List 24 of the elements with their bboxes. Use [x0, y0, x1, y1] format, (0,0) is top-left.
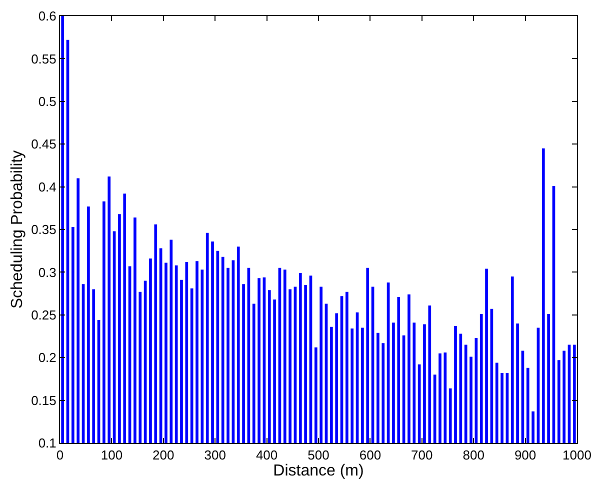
x-tick-label: 0: [56, 448, 64, 463]
x-tick-label: 700: [411, 448, 433, 463]
y-axis-title: Scheduling Probability: [8, 150, 26, 309]
x-tick-label: 900: [514, 448, 536, 463]
y-tick-label: 0.45: [31, 136, 56, 152]
x-tick-label: 1000: [562, 448, 592, 463]
y-tick-label: 0.5: [38, 94, 56, 109]
y-tick-label: 0.25: [31, 307, 56, 322]
y-tick-label: 0.6: [38, 8, 56, 24]
x-axis-title: Distance (m): [273, 462, 364, 480]
y-tick-label: 0.1: [38, 436, 56, 451]
y-tick-label: 0.35: [31, 222, 56, 238]
x-tick-label: 100: [100, 448, 123, 463]
x-tick-label: 400: [256, 448, 278, 463]
y-tick-label: 0.55: [31, 51, 56, 66]
x-tick-label: 600: [359, 448, 382, 463]
x-tick-label: 300: [204, 448, 226, 463]
y-tick-label: 0.15: [31, 392, 56, 408]
y-tick-label: 0.3: [38, 264, 56, 280]
y-tick-label: 0.2: [38, 350, 56, 366]
x-tick-label: 500: [308, 448, 330, 463]
x-tick-label: 800: [462, 448, 484, 463]
x-tick-label: 200: [152, 448, 174, 463]
y-tick-label: 0.4: [38, 179, 56, 194]
